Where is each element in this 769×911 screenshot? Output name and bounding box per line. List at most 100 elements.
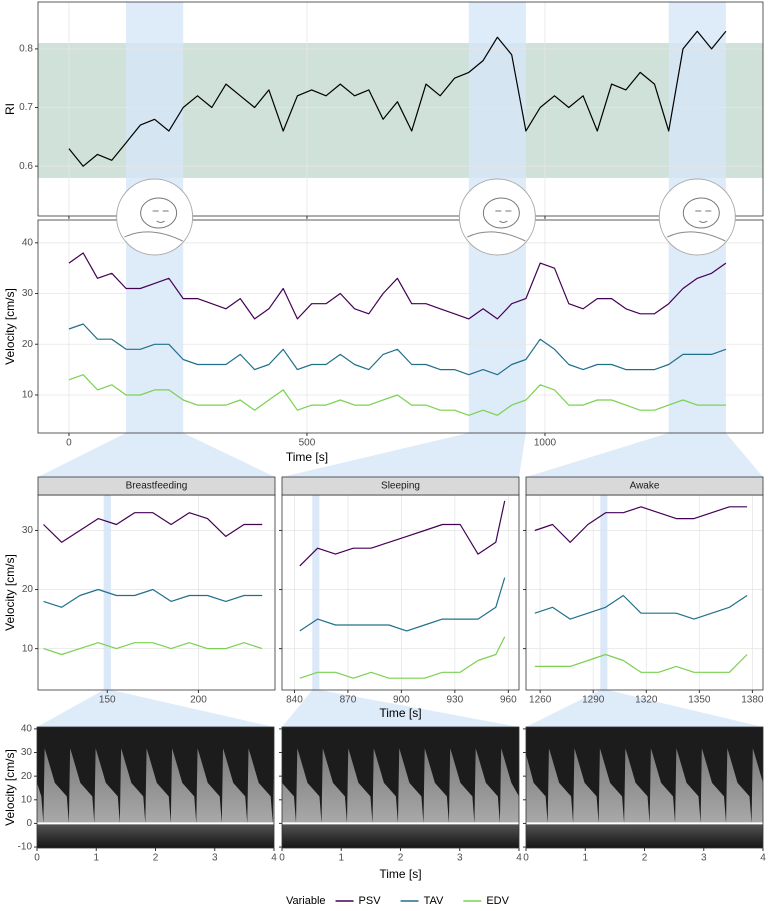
- icon-body: [667, 231, 726, 242]
- y-tick-label: 0.8: [19, 44, 33, 55]
- doppler-waveform: [145, 748, 171, 824]
- doppler-waveform: [700, 748, 727, 824]
- x-tick-label: 0: [66, 438, 72, 449]
- y-tick-label: -10: [18, 842, 33, 853]
- doppler-waveform: [526, 748, 548, 824]
- zoom-connector: [282, 433, 526, 477]
- icon-head: [140, 197, 178, 229]
- y-tick-label: 40: [22, 237, 34, 248]
- doppler-waveform: [221, 748, 248, 824]
- x-tick-label: 500: [299, 438, 316, 449]
- facet-strip: [525, 476, 764, 496]
- icon-circle: [658, 178, 736, 256]
- doppler-waveform: [43, 748, 69, 824]
- series-line: [43, 642, 263, 656]
- y-tick-label: 10: [22, 643, 34, 654]
- x-tick-label: 4: [516, 853, 522, 864]
- x-tick-label: 930: [447, 695, 464, 706]
- y-tick-label: 30: [21, 747, 33, 758]
- legend-label: TAV: [424, 895, 444, 907]
- zoom-connector: [526, 433, 763, 477]
- zoom-connector: [37, 690, 274, 727]
- zoom-connector: [526, 690, 763, 727]
- icon-head: [682, 197, 720, 229]
- y-tick-label: 40: [21, 724, 33, 735]
- series-line: [68, 252, 727, 320]
- icon-body: [124, 231, 183, 242]
- x-tick-label: 1380: [741, 695, 764, 706]
- icon-face: [495, 210, 512, 223]
- doppler-waveform: [675, 748, 701, 824]
- x-tick-label: 2: [398, 853, 404, 864]
- doppler-waveform: [37, 748, 44, 824]
- panel-border: [37, 1, 764, 217]
- doppler-waveform: [346, 748, 373, 824]
- x-tick-label: 1260: [529, 695, 552, 706]
- doppler-waveform: [321, 748, 347, 824]
- doppler-waveform: [573, 748, 599, 824]
- y-axis-label: Velocity [cm/s]: [3, 554, 17, 631]
- panel-border: [36, 726, 275, 849]
- doppler-waveform: [119, 748, 146, 824]
- x-tick-label: 4: [271, 853, 277, 864]
- x-tick-label: 4: [760, 853, 766, 864]
- x-tick-label: 1000: [534, 438, 557, 449]
- spectrogram-reverse: [37, 823, 274, 848]
- doppler-waveform: [624, 748, 650, 824]
- doppler-waveform: [196, 748, 222, 824]
- doppler-waveform: [94, 748, 120, 824]
- y-tick-label: 0.7: [19, 102, 33, 113]
- facet-title: Breastfeeding: [126, 481, 188, 492]
- doppler-waveform: [170, 748, 197, 824]
- series-line: [43, 512, 263, 543]
- facet-title: Awake: [630, 481, 660, 492]
- series-line: [68, 374, 726, 416]
- facet-strip: [281, 476, 520, 496]
- highlight-region: [668, 220, 726, 433]
- highlight-region: [312, 495, 320, 690]
- x-tick-label: 1350: [688, 695, 711, 706]
- spectrogram-reverse: [282, 823, 519, 848]
- y-tick-label: 0.6: [19, 161, 33, 172]
- spectrogram-reverse: [526, 823, 763, 848]
- doppler-waveform: [68, 748, 95, 824]
- x-tick-label: 2: [153, 853, 159, 864]
- doppler-waveform: [649, 748, 676, 824]
- x-tick-label: 3: [457, 853, 463, 864]
- x-tick-label: 1320: [635, 695, 658, 706]
- x-tick-label: 840: [286, 695, 303, 706]
- y-tick-label: 20: [22, 339, 34, 350]
- panel-border: [525, 726, 764, 849]
- y-axis-label: Velocity [cm/s]: [3, 749, 17, 826]
- x-tick-label: 2: [642, 853, 648, 864]
- x-tick-label: 3: [701, 853, 707, 864]
- facet-strip: [37, 476, 276, 496]
- x-tick-label: 3: [212, 853, 218, 864]
- state-icon: [458, 178, 536, 256]
- series-line: [534, 594, 748, 620]
- icon-body: [467, 231, 526, 242]
- doppler-waveform: [282, 748, 297, 824]
- y-tick-label: 0: [26, 818, 32, 829]
- series-line: [68, 323, 727, 376]
- legend-label: EDV: [486, 895, 509, 907]
- doppler-waveform: [247, 748, 273, 824]
- x-tick-label: 1: [338, 853, 344, 864]
- doppler-waveform: [448, 748, 475, 824]
- doppler-waveform: [499, 748, 519, 824]
- doppler-waveform: [423, 748, 449, 824]
- panel-background: [282, 495, 519, 690]
- x-tick-label: 870: [340, 695, 357, 706]
- doppler-waveform: [751, 748, 763, 824]
- series-line: [299, 636, 506, 679]
- icon-circle: [458, 178, 536, 256]
- y-axis-label: Velocity [cm/s]: [3, 288, 17, 365]
- x-tick-label: 900: [393, 695, 410, 706]
- series-line: [43, 588, 263, 608]
- panel-background: [526, 495, 763, 690]
- series-line: [68, 30, 727, 167]
- icon-head: [482, 197, 520, 229]
- x-tick-label: 0: [279, 853, 285, 864]
- y-tick-label: 30: [22, 288, 34, 299]
